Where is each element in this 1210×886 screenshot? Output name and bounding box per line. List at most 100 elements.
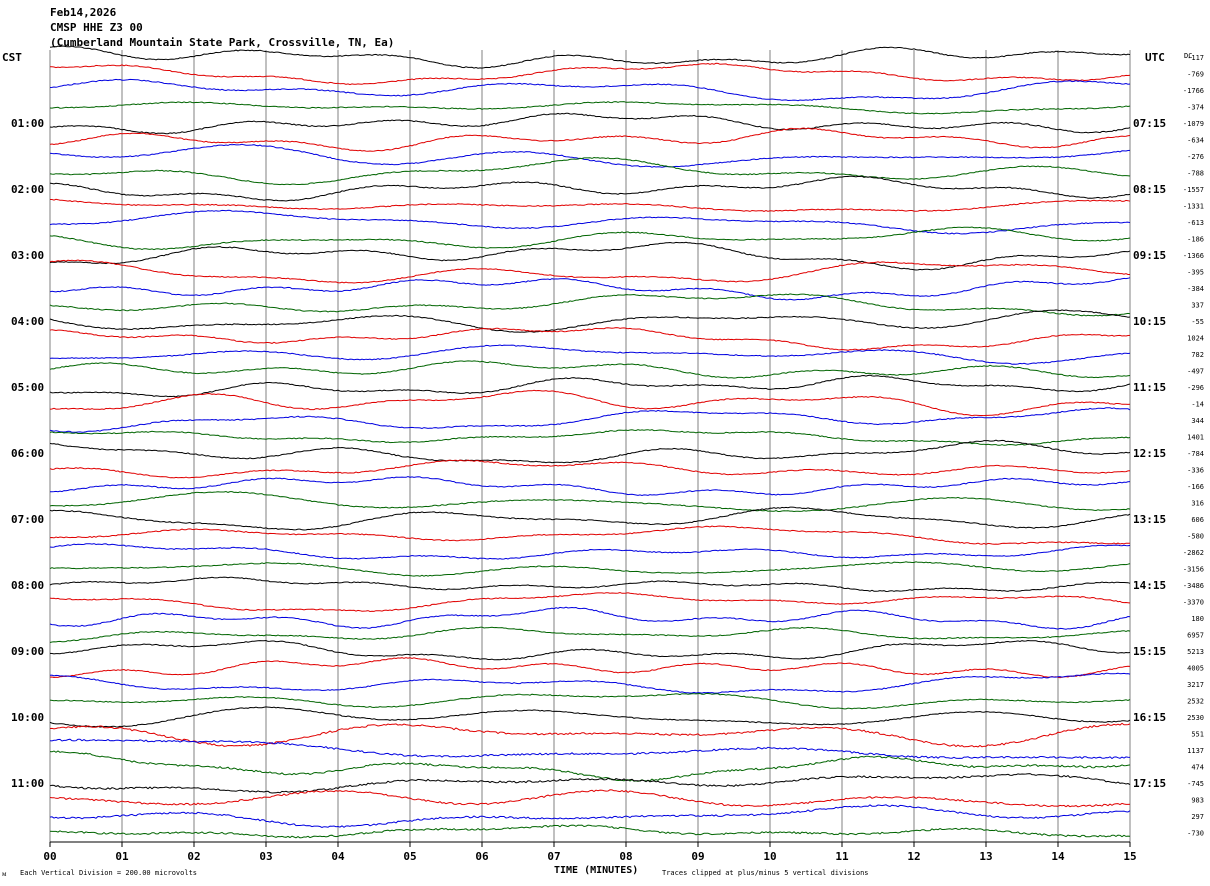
x-tick-label: 05 bbox=[403, 850, 416, 863]
dc-offset-value: -784 bbox=[1187, 450, 1204, 458]
x-tick-label: 07 bbox=[547, 850, 560, 863]
dc-offset-value: 551 bbox=[1191, 731, 1204, 739]
vertical-gridlines bbox=[49, 50, 1131, 842]
dc-offset-value: 4005 bbox=[1187, 665, 1204, 673]
trace-row-23 bbox=[49, 407, 1131, 433]
dc-offset-value: 5213 bbox=[1187, 648, 1204, 656]
trace-row-3 bbox=[49, 78, 1131, 102]
dc-offset-value: 297 bbox=[1191, 813, 1204, 821]
dc-offset-value: -166 bbox=[1187, 483, 1204, 491]
trace-row-47 bbox=[49, 804, 1131, 828]
x-axis-title: TIME (MINUTES) bbox=[554, 865, 638, 876]
trace-row-29 bbox=[49, 506, 1131, 531]
dc-offset-value: -395 bbox=[1187, 269, 1204, 277]
x-tick-label: 10 bbox=[763, 850, 776, 863]
dc-offset-value: -730 bbox=[1187, 830, 1204, 838]
left-time-label: 10:00 bbox=[11, 711, 44, 724]
dc-offset-value: -1331 bbox=[1183, 203, 1204, 211]
dc-offset-value: -55 bbox=[1191, 318, 1204, 326]
trace-row-16 bbox=[49, 293, 1131, 317]
trace-row-24 bbox=[49, 429, 1131, 446]
right-time-label: 11:15 bbox=[1133, 381, 1166, 394]
dc-offset-value: -788 bbox=[1187, 170, 1204, 178]
left-time-label: 03:00 bbox=[11, 249, 44, 262]
dc-header: DC bbox=[1184, 52, 1192, 60]
dc-offset-value: -374 bbox=[1187, 104, 1204, 112]
trace-row-15 bbox=[49, 277, 1131, 301]
x-tick-label: 08 bbox=[619, 850, 632, 863]
left-time-label: 06:00 bbox=[11, 447, 44, 460]
dc-offset-value: 983 bbox=[1191, 797, 1204, 805]
scale-note: Each Vertical Division = 200.00 microvol… bbox=[20, 869, 197, 877]
dc-offset-value: -3486 bbox=[1183, 582, 1204, 590]
dc-offset-value: 474 bbox=[1191, 764, 1204, 772]
trace-row-28 bbox=[49, 490, 1131, 513]
left-time-label: 09:00 bbox=[11, 645, 44, 658]
x-tick-label: 12 bbox=[907, 850, 920, 863]
x-tick-label: 11 bbox=[835, 850, 849, 863]
dc-offset-value: 2530 bbox=[1187, 714, 1204, 722]
trace-row-9 bbox=[49, 175, 1131, 202]
dc-offset-value: -336 bbox=[1187, 467, 1204, 475]
right-time-label: 17:15 bbox=[1133, 777, 1166, 790]
x-tick-label: 00 bbox=[43, 850, 56, 863]
right-time-labels: 07:15 08:15 09:15 10:15 11:15 12:15 13:15 14:15… bbox=[1133, 117, 1166, 790]
trace-row-48 bbox=[49, 824, 1131, 839]
header-date: Feb14,2026 bbox=[50, 6, 117, 19]
dc-offset-value: -2862 bbox=[1183, 549, 1204, 557]
right-time-label: 08:15 bbox=[1133, 183, 1166, 196]
dc-offset-value: 6957 bbox=[1187, 632, 1204, 640]
trace-row-40 bbox=[49, 692, 1131, 710]
right-time-label: 14:15 bbox=[1133, 579, 1166, 592]
right-time-label: 16:15 bbox=[1133, 711, 1166, 724]
trace-row-8 bbox=[49, 156, 1131, 186]
clip-note: Traces clipped at plus/minus 5 vertical … bbox=[662, 869, 869, 877]
trace-row-7 bbox=[49, 143, 1131, 168]
trace-row-42 bbox=[49, 722, 1131, 748]
trace-row-37 bbox=[49, 639, 1131, 661]
left-time-label: 11:00 bbox=[11, 777, 44, 790]
dc-offset-value: 1401 bbox=[1187, 434, 1204, 442]
x-tick-label: 01 bbox=[115, 850, 129, 863]
trace-row-41 bbox=[49, 706, 1131, 728]
dc-offset-value: 782 bbox=[1191, 351, 1204, 359]
trace-row-39 bbox=[49, 672, 1131, 694]
x-axis: 00 01 02 03 04 05 06 07 08 09 10 11 12 13 14 15 bbox=[43, 841, 1137, 863]
right-zone-label: UTC bbox=[1145, 51, 1165, 64]
trace-row-36 bbox=[49, 626, 1131, 643]
left-time-label: 07:00 bbox=[11, 513, 44, 526]
trace-row-11 bbox=[49, 209, 1131, 235]
seismic-traces bbox=[49, 45, 1131, 839]
left-zone-label: CST bbox=[2, 51, 22, 64]
dc-offset-value: 1137 bbox=[1187, 747, 1204, 755]
trace-row-19 bbox=[49, 344, 1131, 365]
left-time-label: 05:00 bbox=[11, 381, 44, 394]
dc-offset-value: -3156 bbox=[1183, 566, 1204, 574]
x-tick-label: 09 bbox=[691, 850, 704, 863]
x-tick-label: 06 bbox=[475, 850, 489, 863]
trace-row-27 bbox=[49, 475, 1131, 497]
dc-offset-value: -497 bbox=[1187, 368, 1204, 376]
trace-row-21 bbox=[49, 374, 1131, 398]
x-tick-label: 02 bbox=[187, 850, 200, 863]
dc-offset-value: 337 bbox=[1191, 302, 1204, 310]
dc-offset-value: -1366 bbox=[1183, 252, 1204, 260]
x-tick-label: 13 bbox=[979, 850, 992, 863]
dc-offset-value: -1766 bbox=[1183, 87, 1204, 95]
dc-offset-value: 1024 bbox=[1187, 335, 1204, 343]
left-time-label: 08:00 bbox=[11, 579, 44, 592]
trace-row-44 bbox=[49, 750, 1131, 782]
left-time-labels: 01:00 02:00 03:00 04:00 05:00 06:00 07:00 08:00… bbox=[11, 117, 44, 790]
right-time-label: 13:15 bbox=[1133, 513, 1166, 526]
trace-row-25 bbox=[49, 439, 1131, 464]
trace-row-30 bbox=[49, 525, 1131, 545]
trace-row-14 bbox=[49, 259, 1130, 284]
dc-offset-labels: -117 -769 -1766 -374 -1079 -634 -276 -788 -1557 -… bbox=[1183, 54, 1204, 838]
x-tick-label: 14 bbox=[1051, 850, 1065, 863]
dc-offset-value: -613 bbox=[1187, 219, 1204, 227]
dc-offset-value: -1079 bbox=[1183, 120, 1204, 128]
dc-offset-value: -3370 bbox=[1183, 599, 1204, 607]
trace-row-10 bbox=[50, 198, 1131, 212]
dc-offset-value: -634 bbox=[1187, 137, 1204, 145]
dc-offset-value: -745 bbox=[1187, 780, 1204, 788]
